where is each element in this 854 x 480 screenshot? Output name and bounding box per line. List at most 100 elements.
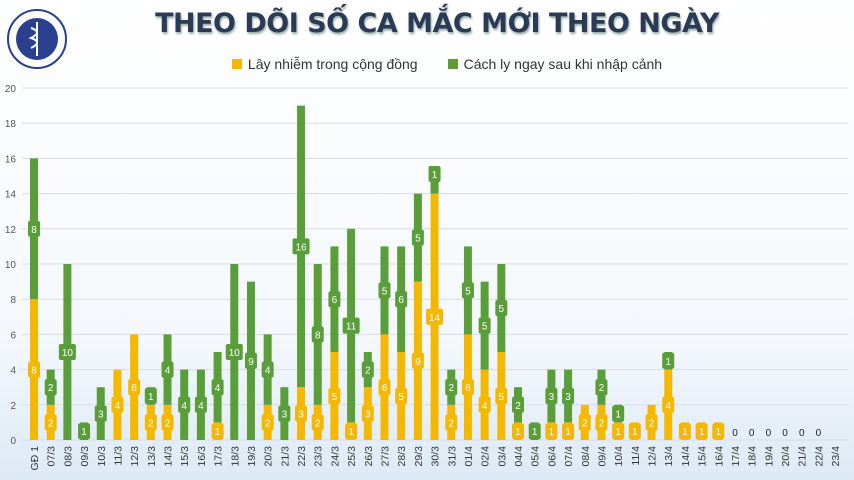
x-tick-label: 13/3 [146, 446, 158, 467]
bar-quarantine [430, 176, 439, 194]
y-tick-label: 18 [5, 119, 17, 130]
data-label-community: 1 [682, 427, 688, 438]
data-label-box [411, 352, 424, 369]
data-label-community: 1 [348, 427, 354, 438]
data-label-box [178, 396, 191, 413]
x-tick-label: 21/4 [797, 446, 809, 467]
legend-label-community: Lây nhiễm trong cộng đồng [247, 56, 418, 72]
data-label-box [58, 344, 76, 360]
data-label-box [261, 414, 274, 431]
data-label-community: 1 [565, 427, 571, 438]
x-tick-label: 02/4 [480, 446, 492, 467]
x-tick-label: 24/3 [329, 446, 341, 467]
data-label-box [662, 396, 675, 413]
data-label-quarantine: 16 [295, 242, 307, 253]
data-label-box [44, 414, 57, 431]
data-label-box [94, 405, 107, 422]
x-tick-label: 01/4 [463, 446, 475, 467]
data-label-zero: 0 [782, 428, 788, 439]
data-label-box [345, 423, 358, 440]
x-tick-label: 22/3 [296, 446, 308, 467]
data-label-zero: 0 [732, 428, 738, 439]
data-label-quarantine: 2 [515, 401, 521, 412]
data-label-community: 5 [332, 392, 338, 403]
data-label-box [595, 379, 608, 396]
data-label-box [512, 396, 525, 413]
x-tick-label: 05/4 [530, 446, 542, 467]
x-tick-label: 17/4 [730, 446, 742, 467]
data-label-quarantine: 2 [48, 383, 54, 394]
data-label-quarantine: 4 [198, 401, 204, 412]
x-tick-label: 17/3 [213, 446, 225, 467]
data-label-quarantine: 2 [365, 366, 371, 377]
data-label-quarantine: 5 [415, 234, 421, 245]
y-tick-label: 2 [10, 401, 16, 412]
data-label-box [545, 388, 558, 404]
x-tick-label: 08/3 [62, 446, 74, 467]
data-label-box [194, 396, 207, 413]
data-label-box [261, 361, 274, 378]
data-label-quarantine: 8 [31, 225, 37, 236]
data-label-community: 6 [131, 383, 137, 394]
y-tick-label: 10 [5, 260, 17, 271]
data-label-box [395, 388, 408, 404]
data-label-box [225, 344, 243, 360]
y-tick-label: 16 [5, 154, 17, 165]
data-label-quarantine: 3 [549, 392, 555, 403]
data-label-box [361, 405, 374, 422]
data-label-community: 2 [165, 418, 171, 429]
y-tick-label: 8 [10, 295, 16, 306]
data-label-box [361, 361, 374, 378]
data-label-quarantine: 1 [532, 427, 538, 438]
data-label-quarantine: 4 [165, 366, 171, 377]
data-label-box [445, 379, 458, 396]
data-label-box [528, 423, 541, 440]
x-tick-label: 18/4 [747, 446, 759, 467]
data-label-box [445, 414, 458, 431]
data-label-box [78, 423, 91, 440]
data-label-quarantine: 9 [248, 357, 254, 368]
data-label-box [712, 423, 725, 440]
x-tick-label: 13/4 [663, 446, 675, 467]
data-label-quarantine: 4 [215, 383, 221, 394]
data-label-community: 1 [615, 427, 621, 438]
data-label-community: 2 [315, 418, 321, 429]
data-label-zero: 0 [749, 428, 755, 439]
legend-item-quarantine: Cách ly ngay sau khi nhập cảnh [447, 56, 662, 72]
data-label-community: 1 [215, 427, 221, 438]
legend-swatch-quarantine [447, 59, 458, 69]
x-tick-label: 11/3 [112, 446, 124, 466]
data-label-community: 1 [515, 427, 521, 438]
data-label-box [211, 423, 224, 440]
legend-item-community: Lây nhiễm trong cộng đồng [231, 56, 418, 72]
data-label-box [244, 352, 257, 369]
data-label-box [645, 414, 658, 431]
data-label-box [342, 317, 360, 334]
x-tick-label: 04/4 [513, 446, 525, 467]
data-label-quarantine: 6 [398, 295, 404, 306]
data-label-box [278, 405, 291, 422]
data-label-box [461, 282, 474, 299]
data-label-box [495, 300, 508, 316]
x-tick-label: 29/3 [413, 446, 425, 467]
x-tick-label: 16/4 [713, 446, 725, 467]
x-tick-label: 28/3 [396, 446, 408, 467]
legend-swatch-community [231, 59, 242, 69]
data-label-quarantine: 10 [229, 348, 241, 359]
data-label-community: 1 [716, 427, 722, 438]
data-label-community: 2 [265, 418, 271, 429]
ministry-of-health-logo [7, 9, 67, 69]
data-label-community: 2 [649, 418, 655, 429]
x-tick-label: 08/4 [580, 446, 592, 467]
data-label-zero: 0 [799, 428, 805, 439]
data-label-quarantine: 11 [346, 322, 357, 333]
x-tick-label: 12/3 [129, 446, 141, 467]
data-label-community: 1 [632, 427, 638, 438]
x-tick-label: 09/3 [79, 446, 91, 467]
data-label-quarantine: 1 [665, 357, 671, 368]
x-tick-label: 15/3 [179, 446, 191, 467]
x-tick-label: 23/4 [830, 446, 842, 467]
data-label-quarantine: 3 [282, 410, 288, 421]
data-label-zero: 0 [816, 428, 822, 439]
data-label-box [478, 317, 491, 334]
